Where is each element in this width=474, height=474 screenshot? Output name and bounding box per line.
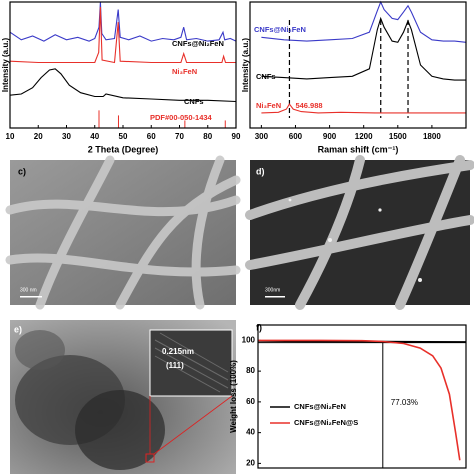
series-line <box>257 340 467 343</box>
x-tick-label: 900 <box>323 132 337 141</box>
panel-label: d) <box>256 166 265 176</box>
series-label: CNFs@Ni₂FeN <box>172 39 224 48</box>
series-label: CNFs <box>256 72 276 81</box>
plot-frame <box>9 1 237 129</box>
x-tick-label: 50 <box>119 132 128 141</box>
series-label: PDF#00-050-1434 <box>150 113 213 122</box>
x-tick-label: 40 <box>90 132 99 141</box>
x-tick-label: 1500 <box>389 132 407 141</box>
x-tick-label: 10 <box>6 132 15 141</box>
x-tick-label: 1800 <box>423 132 441 141</box>
y-axis-label: Intensity (a.u.) <box>241 38 250 93</box>
sem-image-c: 300 nm c) <box>5 155 241 310</box>
plot: 20 40 60 80 100 Weight loss (100%) f) CNFs@Ni₂F… <box>229 322 467 469</box>
series-line <box>261 16 466 81</box>
inset-text: 0.215nm <box>162 347 194 356</box>
series-line <box>9 6 236 64</box>
series-line <box>9 68 237 103</box>
y-tick-label: 60 <box>246 397 255 406</box>
y-tick-label: 40 <box>246 428 255 437</box>
x-tick-label: 30 <box>62 132 71 141</box>
annotation: 546.988 <box>295 101 322 110</box>
series-label: Ni₃FeN <box>256 101 281 110</box>
legend-label: CNFs@Ni₂FeN@S <box>294 418 358 427</box>
sem-image-d: 300nm d) <box>245 155 474 310</box>
x-tick-label: 70 <box>175 132 184 141</box>
plot-frame <box>249 1 467 129</box>
series-label: CNFs <box>184 97 204 106</box>
y-axis-label: Intensity (a.u.) <box>1 38 10 93</box>
series-line <box>258 339 461 461</box>
series-line <box>261 0 467 43</box>
panel-label: e) <box>14 324 22 334</box>
y-tick-label: 100 <box>242 335 256 344</box>
series-label: CNFs@Ni₂FeN <box>254 25 306 34</box>
plot: 300 600 900 1200 1500 1800 Raman shift (cm⁻¹) I… <box>241 0 467 154</box>
x-axis-label: 2 Theta (Degree) <box>88 144 159 154</box>
x-tick-label: 80 <box>203 132 212 141</box>
x-tick-label: 60 <box>147 132 156 141</box>
legend-label: CNFs@Ni₂FeN <box>294 402 346 411</box>
x-tick-label: 90 <box>232 132 241 141</box>
x-tick-label: 20 <box>34 132 43 141</box>
x-axis-label: Raman shift (cm⁻¹) <box>318 144 399 154</box>
plot-frame <box>257 324 467 469</box>
y-axis-label: Weight loss (100%) <box>229 360 238 433</box>
y-tick-label: 80 <box>246 366 255 375</box>
x-tick-label: 300 <box>255 132 269 141</box>
scale-bar: 300nm <box>265 287 280 293</box>
panel-label: c) <box>18 166 26 176</box>
series-line <box>261 103 466 114</box>
inset-text: (111) <box>166 361 184 370</box>
tem-image-e: 0.215nm (111) e) <box>10 320 236 474</box>
panel-label: f) <box>256 322 262 332</box>
x-tick-label: 1200 <box>355 132 373 141</box>
x-tick-label: 600 <box>289 132 303 141</box>
scale-bar: 300 nm <box>20 287 37 293</box>
plot: 10 20 30 40 50 60 70 80 90 2 Theta (Degree) Intens… <box>1 1 241 154</box>
y-tick-label: 20 <box>246 458 255 467</box>
annotation: 77.03% <box>391 398 418 407</box>
series-line <box>9 1 237 42</box>
series-label: Ni₃FeN <box>172 67 197 76</box>
